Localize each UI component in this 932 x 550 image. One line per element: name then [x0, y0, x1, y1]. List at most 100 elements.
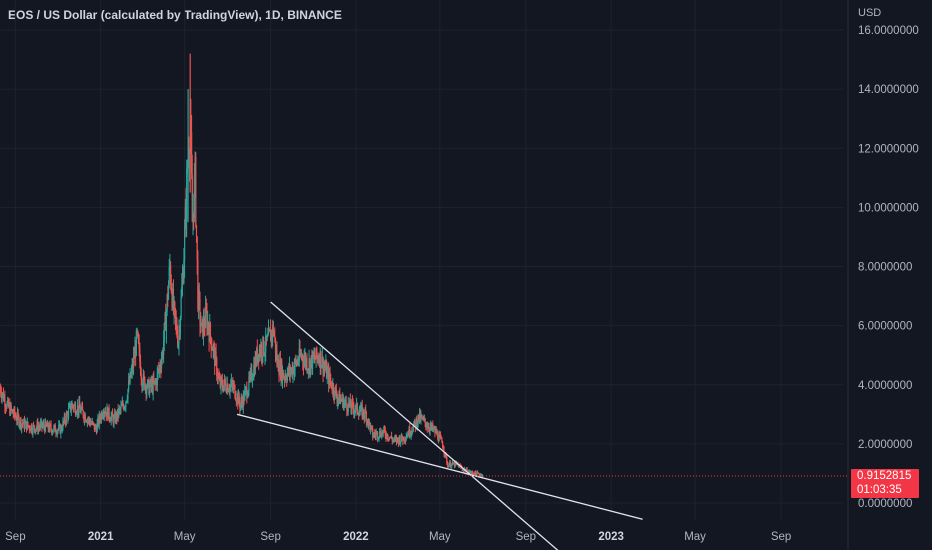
candle-body — [379, 431, 381, 437]
candle-body — [480, 474, 482, 476]
candle-body — [286, 379, 288, 381]
candle-body — [56, 430, 58, 434]
candle-body — [350, 407, 352, 410]
candle-body — [155, 380, 157, 384]
candle-body — [338, 391, 340, 399]
candle-body — [116, 409, 119, 419]
candle-body — [53, 426, 55, 431]
candle-body — [113, 417, 115, 424]
price-tick-label: 6.0000000 — [858, 321, 912, 333]
candle-body — [264, 351, 266, 355]
candle-body — [472, 472, 474, 474]
candle-body — [156, 380, 158, 386]
candle-body — [106, 407, 108, 417]
price-tick-label: 8.0000000 — [858, 262, 912, 274]
candle-body — [94, 425, 96, 430]
candle-body — [325, 363, 328, 379]
candle-body — [404, 439, 406, 441]
candle-body — [118, 408, 121, 410]
candle-body — [284, 376, 286, 380]
candle-body — [27, 421, 29, 426]
candle-body — [479, 474, 481, 476]
candle-body — [201, 318, 203, 324]
candle-body — [62, 421, 64, 430]
candle-body — [370, 425, 372, 427]
candle-body — [81, 406, 84, 411]
candle-body — [363, 409, 365, 416]
candle-body — [20, 418, 22, 428]
candle-body — [297, 361, 299, 363]
candle-body — [179, 330, 181, 334]
candle-body — [174, 308, 177, 320]
candle-body — [408, 427, 410, 436]
candle-body — [185, 207, 187, 220]
candle-body — [405, 436, 407, 440]
candle-body — [178, 330, 180, 344]
candle-body — [253, 364, 255, 377]
candle-body — [465, 468, 468, 471]
candle-body — [365, 412, 368, 423]
candle-body — [374, 433, 376, 435]
candle-body — [13, 408, 15, 415]
candle-body — [260, 345, 263, 357]
candle-body — [65, 413, 68, 423]
candle-body — [197, 289, 200, 310]
candle-body — [128, 380, 130, 383]
candle-body — [299, 348, 301, 356]
candle-body — [179, 317, 182, 334]
candle-body — [86, 421, 88, 423]
candle-body — [184, 207, 186, 229]
candle-body — [393, 439, 395, 441]
candle-body — [383, 427, 386, 431]
candle-body — [358, 412, 361, 416]
candle-body — [233, 384, 235, 386]
candle-body — [7, 399, 9, 407]
candle-body — [195, 156, 197, 226]
candle-body — [376, 431, 379, 439]
candle-body — [149, 385, 151, 395]
candle-body — [32, 424, 34, 433]
candle-body — [349, 399, 351, 406]
candle-body — [16, 412, 19, 421]
candle-body — [111, 412, 114, 417]
candle-body — [324, 367, 326, 370]
candle-body — [23, 419, 25, 425]
candle-body — [150, 379, 152, 387]
candle-body — [204, 326, 206, 328]
candle-body — [309, 359, 311, 373]
candle-body — [265, 335, 268, 341]
candle-body — [24, 422, 26, 429]
candle-body — [331, 387, 333, 391]
candle-body — [430, 423, 433, 429]
candle-body — [346, 410, 349, 412]
candle-body — [212, 346, 214, 351]
candle-body — [323, 366, 326, 368]
candle-body — [301, 355, 303, 357]
candle-body — [328, 372, 330, 385]
candle-body — [273, 333, 275, 336]
candle-body — [54, 424, 56, 432]
candle-body — [342, 396, 344, 409]
candle-body — [226, 384, 228, 393]
candle-body — [52, 430, 54, 432]
candle-body — [22, 423, 24, 425]
candle-body — [169, 265, 171, 267]
candle-body — [407, 433, 409, 436]
candle-body — [438, 435, 440, 442]
candle-body — [86, 419, 89, 423]
candle-body — [198, 289, 200, 300]
candle-body — [435, 429, 437, 433]
candle-body — [474, 471, 477, 474]
candle-body — [263, 354, 265, 355]
candle-body — [77, 405, 79, 414]
candle-body — [218, 378, 221, 381]
chart-grid — [0, 0, 844, 520]
candle-body — [290, 370, 292, 374]
candle-body — [153, 378, 155, 383]
candle-body — [70, 407, 72, 411]
candle-body — [195, 225, 198, 237]
candle-body — [220, 377, 222, 387]
candle-body — [318, 359, 320, 361]
candle-body — [275, 350, 277, 354]
